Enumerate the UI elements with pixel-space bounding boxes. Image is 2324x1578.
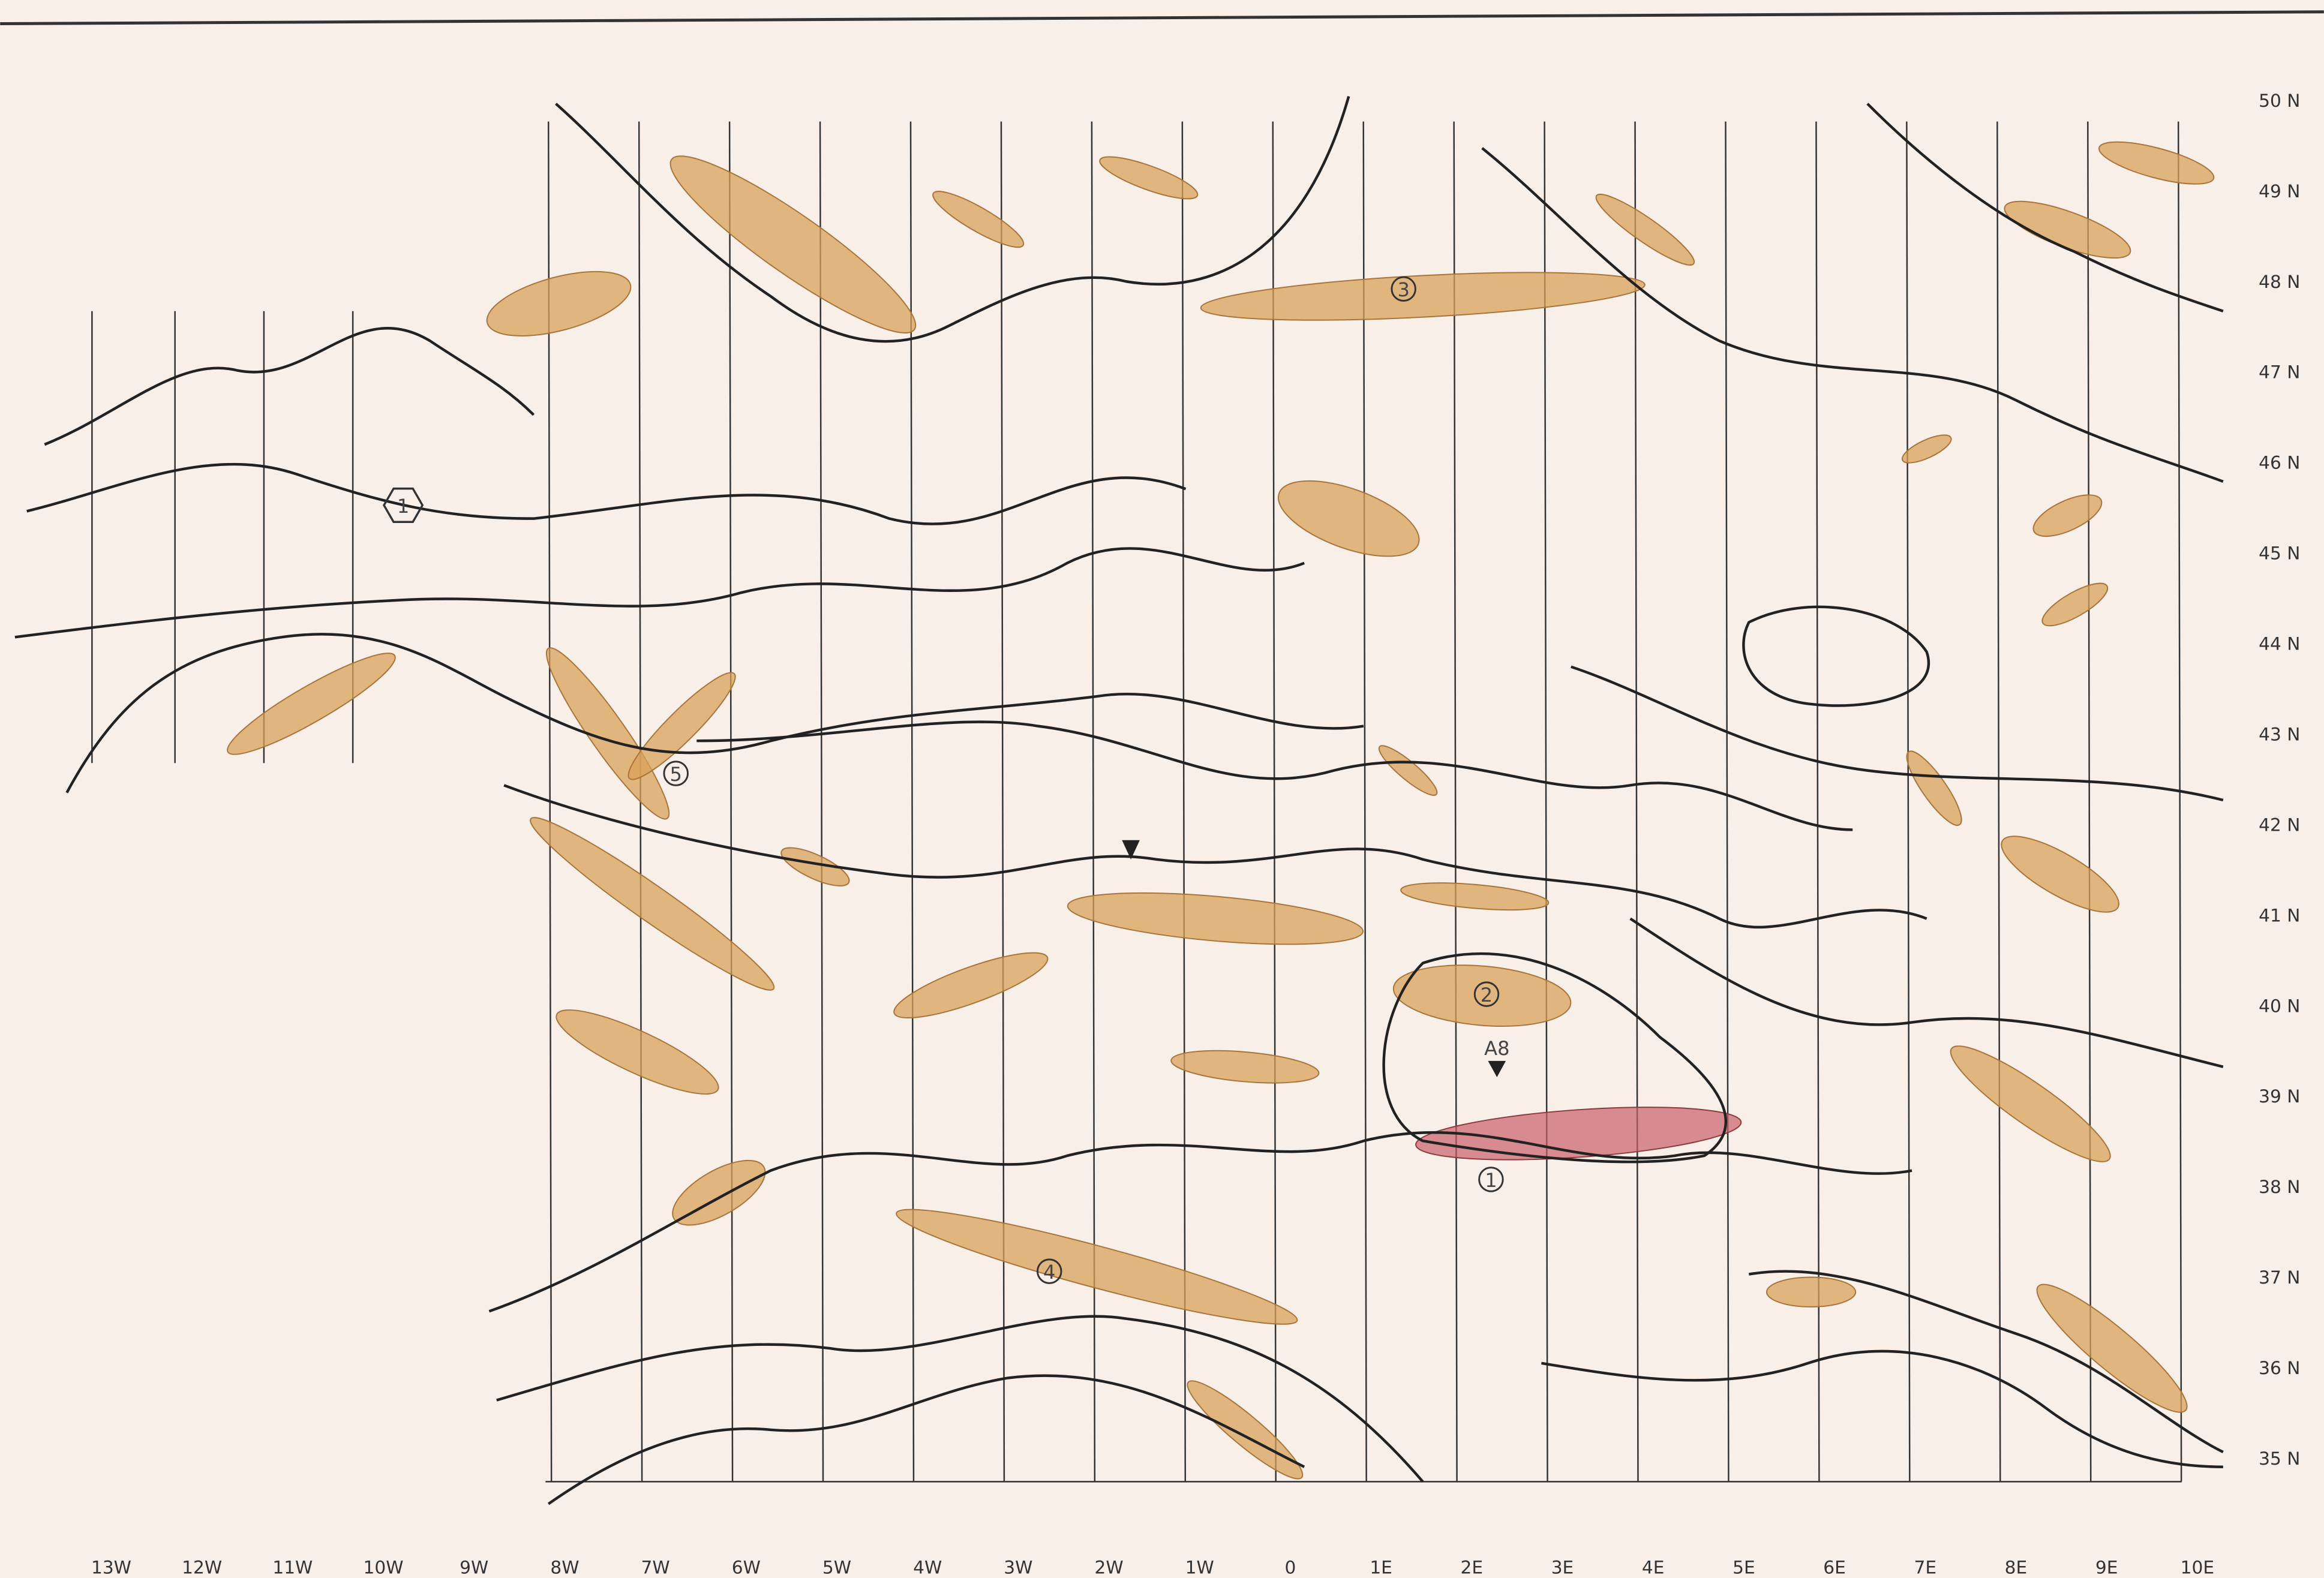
- longitude-label: 3W: [1004, 1557, 1032, 1578]
- longitude-label: 6W: [732, 1557, 761, 1578]
- longitude-label: 11W: [272, 1557, 313, 1578]
- longitude-label: 1W: [1185, 1557, 1214, 1578]
- longitude-label: 2E: [1461, 1557, 1484, 1578]
- longitude-label: 2W: [1094, 1557, 1123, 1578]
- latitude-label: 39 N: [2259, 1086, 2300, 1107]
- latitude-label: 40 N: [2259, 995, 2300, 1016]
- latitude-label: 49 N: [2259, 181, 2300, 202]
- longitude-label: 9E: [2095, 1557, 2118, 1578]
- marker-label: 5: [669, 763, 681, 786]
- longitude-label: 9W: [460, 1557, 488, 1578]
- longitude-label: 5W: [822, 1557, 851, 1578]
- marker-label: 2: [1481, 984, 1493, 1006]
- longitude-label: 12W: [182, 1557, 222, 1578]
- longitude-label: 7W: [641, 1557, 670, 1578]
- annotation: A8: [1484, 1037, 1509, 1060]
- longitude-label: 10W: [364, 1557, 404, 1578]
- longitude-label: 5E: [1733, 1557, 1755, 1578]
- longitude-label: 6E: [1823, 1557, 1846, 1578]
- latitude-label: 41 N: [2259, 904, 2300, 925]
- latitude-label: 45 N: [2259, 543, 2300, 564]
- longitude-label: 8W: [550, 1557, 579, 1578]
- longitude-label: 3E: [1551, 1557, 1574, 1578]
- longitude-label: 1E: [1370, 1557, 1392, 1578]
- latitude-label: 48 N: [2259, 271, 2300, 292]
- marker-label: 3: [1397, 278, 1409, 301]
- marker-label: 1: [1485, 1169, 1497, 1192]
- shaded-area: [1767, 1278, 1855, 1307]
- latitude-label: 43 N: [2259, 723, 2300, 744]
- longitude-label: 8E: [2005, 1557, 2028, 1578]
- latitude-label: 50 N: [2259, 90, 2300, 111]
- marker-label: 1: [397, 495, 409, 518]
- latitude-label: 44 N: [2259, 633, 2300, 654]
- paper: [0, 0, 2324, 1578]
- latitude-label: 47 N: [2259, 362, 2300, 383]
- longitude-label: 4E: [1642, 1557, 1665, 1578]
- longitude-label: 0: [1285, 1557, 1296, 1578]
- longitude-label: 4W: [913, 1557, 942, 1578]
- analysis-map: 50 N 49 N 48 N 47 N 46 N 45 N 44 N 43 N 42 N 41 N…: [0, 0, 2324, 1578]
- longitude-label: 7E: [1914, 1557, 1936, 1578]
- longitude-label: 10E: [2181, 1557, 2214, 1578]
- latitude-label: 35 N: [2259, 1448, 2300, 1469]
- latitude-label: 46 N: [2259, 452, 2300, 473]
- longitude-label: 13W: [91, 1557, 131, 1578]
- latitude-label: 42 N: [2259, 814, 2300, 835]
- latitude-label: 36 N: [2259, 1357, 2300, 1378]
- latitude-label: 37 N: [2259, 1267, 2300, 1288]
- marker-label: 4: [1043, 1261, 1055, 1284]
- latitude-label: 38 N: [2259, 1176, 2300, 1197]
